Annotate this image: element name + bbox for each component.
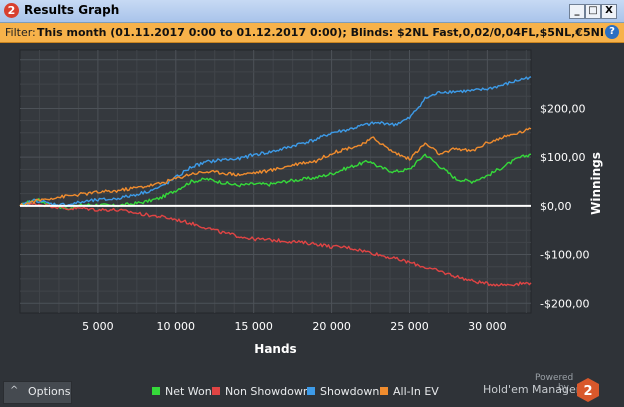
- maximize-button[interactable]: □: [585, 4, 601, 19]
- x-tick-label: 30 000: [468, 320, 507, 333]
- y-tick-label: -$200,00: [540, 297, 589, 310]
- close-button[interactable]: X: [601, 4, 617, 19]
- x-tick-label: 10 000: [157, 320, 196, 333]
- legend-swatch-net-won: [152, 387, 160, 395]
- series-line-non-showdown: [19, 202, 532, 287]
- legend-item-all-in-ev[interactable]: All-In EV: [380, 385, 439, 398]
- series-lines: [19, 76, 532, 287]
- y-tick-label: $200,00: [540, 102, 586, 115]
- app-logo-icon: 2: [4, 3, 19, 18]
- legend-label: Non Showdown: [225, 385, 310, 398]
- legend-label: Showdown: [320, 385, 380, 398]
- x-tick-label: 15 000: [234, 320, 273, 333]
- options-label[interactable]: Options: [28, 385, 71, 398]
- x-tick-label: 5 000: [82, 320, 114, 333]
- hem-logo-icon: 2: [577, 378, 599, 402]
- y-tick-label: -$100,00: [540, 249, 589, 262]
- series-line-net-won: [19, 153, 532, 211]
- series-line-showdown: [19, 76, 532, 208]
- y-tick-label: $0,00: [540, 200, 572, 213]
- legend-item-net-won[interactable]: Net Won: [152, 385, 212, 398]
- filter-label: Filter:: [5, 26, 36, 39]
- y-tick-label: $100,00: [540, 151, 586, 164]
- legend-label: Net Won: [165, 385, 212, 398]
- x-tick-label: 20 000: [312, 320, 351, 333]
- y-axis-label: Winnings: [589, 152, 603, 215]
- legend-label: All-In EV: [393, 385, 439, 398]
- legend-item-showdown[interactable]: Showdown: [307, 385, 379, 398]
- minimize-button[interactable]: _: [569, 4, 585, 19]
- legend-swatch-showdown: [307, 387, 315, 395]
- product-name: Hold'em Manager: [483, 383, 581, 396]
- filter-description: This month (01.11.2017 0:00 to 01.12.201…: [37, 26, 603, 39]
- powered-by-text: Powered by: [535, 373, 574, 393]
- x-tick-label: 25 000: [390, 320, 429, 333]
- options-button[interactable]: [3, 381, 72, 404]
- title-bar[interactable]: 2 Results Graph _ □ X: [0, 0, 624, 23]
- filter-bar[interactable]: Filter: This month (01.11.2017 0:00 to 0…: [0, 23, 624, 43]
- legend-swatch-non-showdown: [212, 387, 220, 395]
- legend-item-non-showdown[interactable]: Non Showdown: [212, 385, 310, 398]
- x-axis-ticks: 5 000 10 000 15 000 20 000 25 000 30 000: [82, 320, 506, 333]
- help-icon[interactable]: ?: [605, 25, 619, 39]
- results-chart: 5 000 10 000 15 000 20 000 25 000 30 000 $200…: [19, 49, 603, 356]
- chevron-up-icon[interactable]: ^: [10, 385, 19, 396]
- legend-swatch-all-in-ev: [380, 387, 388, 395]
- window-title: Results Graph: [24, 3, 120, 17]
- x-axis-label: Hands: [254, 342, 296, 356]
- logo-text: 2: [583, 384, 592, 399]
- series-line-all-in-ev: [19, 127, 532, 207]
- y-axis-ticks: $200,00 $100,00 $0,00 -$100,00 -$200,00: [540, 102, 589, 310]
